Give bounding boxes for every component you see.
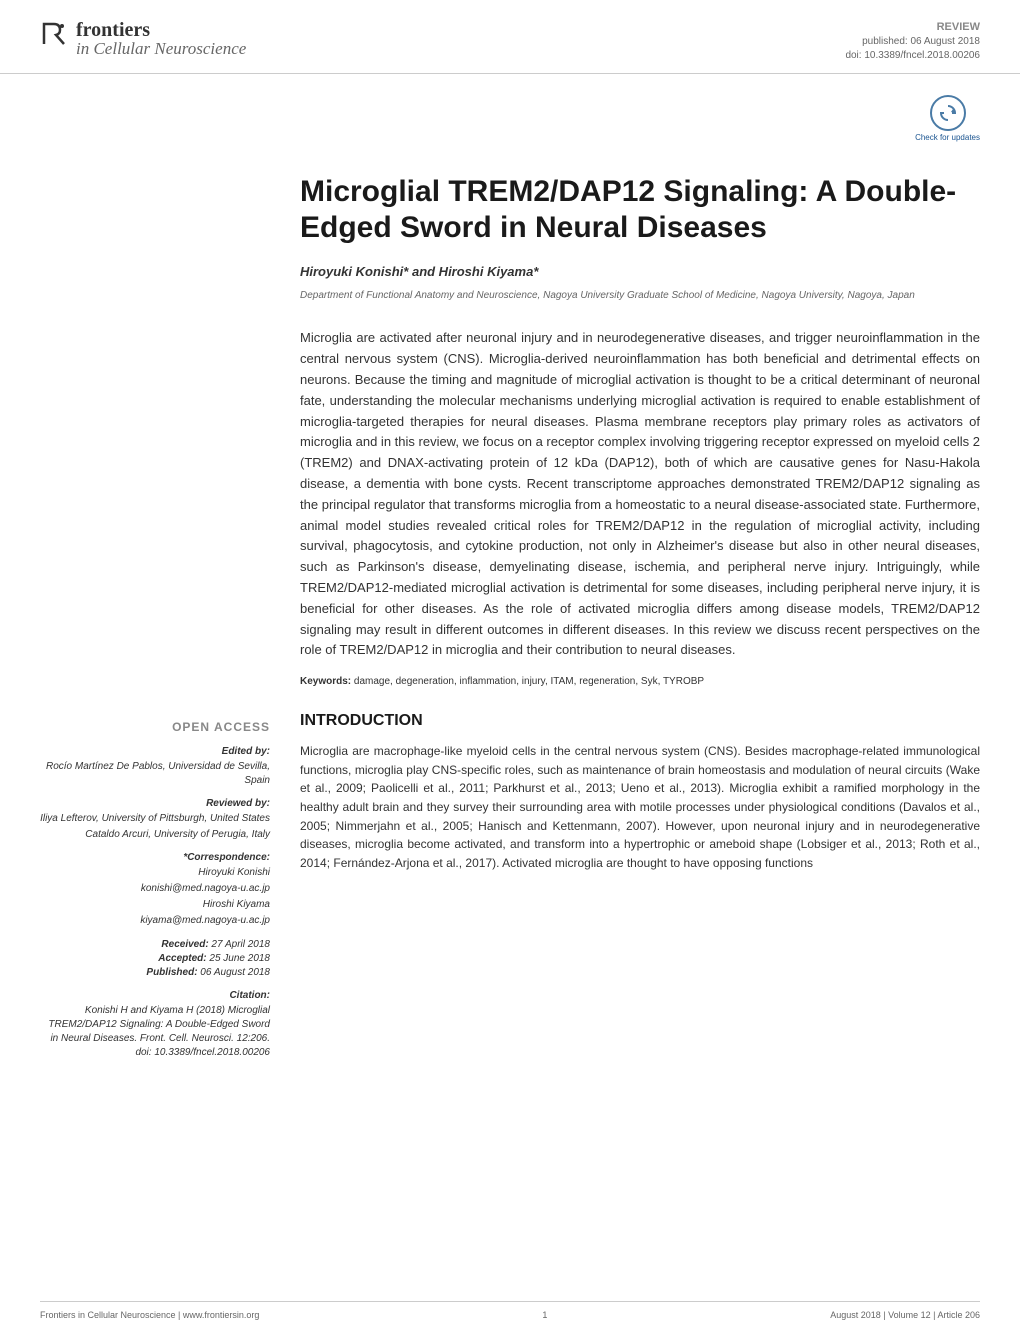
sidebar: OPEN ACCESS Edited by: Rocío Martínez De… bbox=[40, 720, 270, 1062]
accepted-date: 25 June 2018 bbox=[207, 953, 270, 964]
affiliation: Department of Functional Anatomy and Neu… bbox=[300, 289, 980, 303]
published-line: Published: 06 August 2018 bbox=[40, 966, 270, 980]
abstract: Microglia are activated after neuronal i… bbox=[300, 328, 980, 661]
reviewer-1: Iliya Lefterov, University of Pittsburgh… bbox=[40, 812, 270, 826]
published-date: published: 06 August 2018 bbox=[845, 35, 980, 49]
introduction-heading: INTRODUCTION bbox=[300, 712, 980, 730]
corr-2-email[interactable]: kiyama@med.nagoya-u.ac.jp bbox=[40, 914, 270, 928]
open-access-badge: OPEN ACCESS bbox=[40, 720, 270, 734]
logo-text: frontiers in Cellular Neuroscience bbox=[76, 20, 246, 57]
page-header: frontiers in Cellular Neuroscience REVIE… bbox=[0, 0, 1020, 74]
title-block: Microglial TREM2/DAP12 Signaling: A Doub… bbox=[300, 174, 980, 303]
authors: Hiroyuki Konishi* and Hiroshi Kiyama* bbox=[300, 264, 980, 279]
check-updates-badge[interactable]: Check for updates bbox=[915, 95, 980, 142]
reviewer-2: Cataldo Arcuri, University of Perugia, I… bbox=[40, 828, 270, 842]
page-footer: Frontiers in Cellular Neuroscience | www… bbox=[40, 1301, 980, 1320]
received-label: Received: bbox=[161, 939, 208, 950]
citation-label: Citation: bbox=[40, 990, 270, 1001]
logo-block: frontiers in Cellular Neuroscience bbox=[40, 20, 246, 57]
frontiers-logo-icon bbox=[40, 20, 68, 48]
journal-name: in Cellular Neuroscience bbox=[76, 40, 246, 57]
corr-2-name: Hiroshi Kiyama bbox=[40, 898, 270, 912]
accepted-line: Accepted: 25 June 2018 bbox=[40, 952, 270, 966]
footer-page-number: 1 bbox=[542, 1310, 547, 1320]
article-type: REVIEW bbox=[845, 20, 980, 35]
edited-by: Rocío Martínez De Pablos, Universidad de… bbox=[40, 760, 270, 788]
keywords-block: Keywords: damage, degeneration, inflamma… bbox=[300, 676, 980, 687]
received-date: 27 April 2018 bbox=[209, 939, 270, 950]
corr-1-name: Hiroyuki Konishi bbox=[40, 866, 270, 880]
published-label: Published: bbox=[146, 967, 197, 978]
check-updates-label: Check for updates bbox=[915, 133, 980, 142]
article-title: Microglial TREM2/DAP12 Signaling: A Doub… bbox=[300, 174, 980, 246]
doi-link[interactable]: doi: 10.3389/fncel.2018.00206 bbox=[845, 49, 980, 63]
corr-1-email[interactable]: konishi@med.nagoya-u.ac.jp bbox=[40, 882, 270, 896]
citation-text: Konishi H and Kiyama H (2018) Microglial… bbox=[40, 1004, 270, 1060]
received-line: Received: 27 April 2018 bbox=[40, 938, 270, 952]
check-updates-icon bbox=[930, 95, 966, 131]
keywords-list: damage, degeneration, inflammation, inju… bbox=[351, 676, 704, 687]
correspondence-label: *Correspondence: bbox=[40, 852, 270, 863]
published-date-sidebar: 06 August 2018 bbox=[198, 967, 270, 978]
reviewed-by-label: Reviewed by: bbox=[40, 798, 270, 809]
footer-left[interactable]: Frontiers in Cellular Neuroscience | www… bbox=[40, 1310, 259, 1320]
edited-by-label: Edited by: bbox=[40, 746, 270, 757]
meta-block: REVIEW published: 06 August 2018 doi: 10… bbox=[845, 20, 980, 63]
introduction-text: Microglia are macrophage-like myeloid ce… bbox=[300, 742, 980, 872]
accepted-label: Accepted: bbox=[158, 953, 206, 964]
keywords-label: Keywords: bbox=[300, 676, 351, 687]
footer-right: August 2018 | Volume 12 | Article 206 bbox=[830, 1310, 980, 1320]
brand-name: frontiers bbox=[76, 20, 246, 40]
dates-block: Received: 27 April 2018 Accepted: 25 Jun… bbox=[40, 938, 270, 980]
